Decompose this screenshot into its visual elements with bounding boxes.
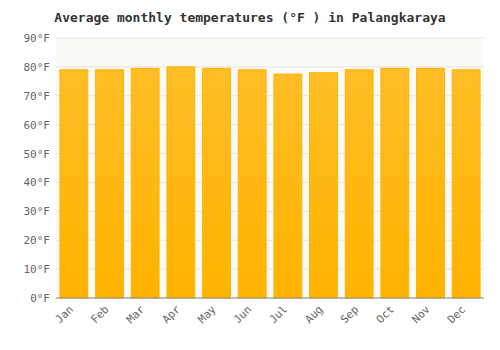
bar [131, 68, 159, 298]
bar [203, 68, 231, 298]
y-tick-label: 80°F [24, 61, 51, 74]
x-tick-label: Apr [160, 303, 184, 327]
grid-line [56, 298, 484, 299]
bar [167, 67, 195, 298]
grid [56, 38, 484, 298]
y-tick-label: 50°F [24, 148, 51, 161]
y-tick-label: 20°F [24, 234, 51, 247]
y-tick-label: 40°F [24, 176, 51, 189]
y-tick-label: 10°F [24, 263, 51, 276]
y-tick-label: 70°F [24, 90, 51, 103]
title: Average monthly temperatures (°F ) in Pa… [54, 10, 446, 25]
y-tick-label: 90°F [24, 32, 51, 45]
bar [381, 68, 409, 298]
bar [452, 70, 480, 298]
x-tick-label: Sep [338, 303, 361, 326]
bar [60, 70, 88, 298]
x-tick-label: Jul [267, 303, 290, 326]
x-tick-label: Mar [124, 303, 148, 327]
x-tick-label: Nov [409, 303, 433, 327]
chart: Average monthly temperatures (°F ) in Pa… [0, 0, 500, 350]
x-axis-line [56, 298, 484, 299]
grid-line [56, 66, 484, 67]
x-tick-label: May [195, 303, 219, 327]
x-tick-label: Oct [374, 303, 397, 326]
bar [96, 70, 124, 298]
x-tick-label: Feb [88, 303, 111, 326]
bar [274, 74, 302, 298]
x-tick-label: Jun [231, 303, 254, 326]
background [0, 0, 500, 350]
page: {"chart_data": {"type": "bar", "title": … [0, 0, 500, 350]
y-tick-label: 0°F [30, 292, 50, 305]
bar [238, 70, 266, 298]
y-tick-label: 30°F [24, 205, 51, 218]
x-tick-label: Aug [302, 303, 325, 326]
y-tick-label: 60°F [24, 119, 51, 132]
bar [417, 68, 445, 298]
plot-area [56, 38, 484, 298]
bar [310, 73, 338, 298]
bar [345, 70, 373, 298]
grid-line [56, 38, 484, 39]
x-tick-label: Jan [53, 303, 76, 326]
x-tick-label: Dec [445, 303, 468, 326]
